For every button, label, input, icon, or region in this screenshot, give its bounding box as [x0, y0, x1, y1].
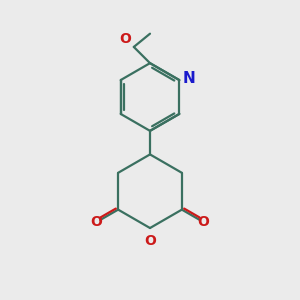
Text: N: N — [183, 71, 196, 86]
Text: O: O — [198, 215, 209, 229]
Text: O: O — [144, 234, 156, 248]
Text: O: O — [120, 32, 131, 46]
Text: O: O — [91, 215, 102, 229]
